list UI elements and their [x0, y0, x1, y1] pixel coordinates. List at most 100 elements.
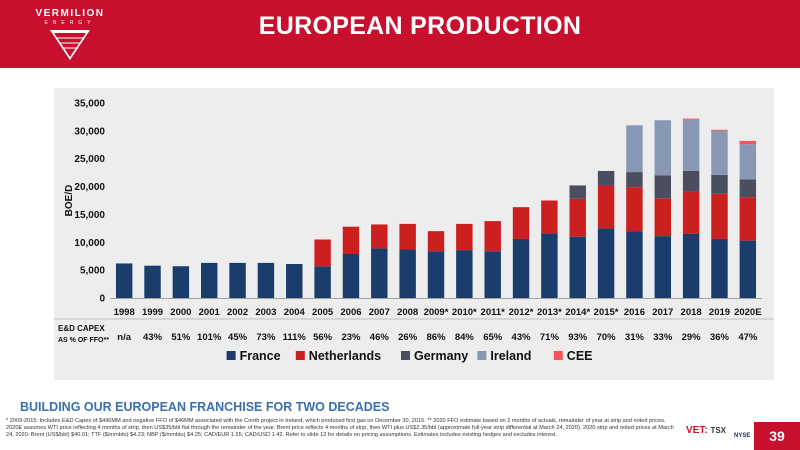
x-tick-label: 2004	[284, 307, 306, 318]
bar-segment	[456, 223, 473, 251]
x-tick-label: 2005	[312, 307, 334, 318]
capex-value: 29%	[682, 332, 702, 343]
x-tick-label: 2008	[397, 307, 418, 318]
capex-value: 36%	[710, 332, 730, 343]
bar-segment	[597, 185, 615, 229]
capex-value: 23%	[341, 332, 361, 343]
bar-segment	[711, 130, 728, 175]
capex-value: 101%	[197, 332, 222, 343]
bar-segment	[654, 236, 672, 298]
page-title: EUROPEAN PRODUCTION	[258, 12, 582, 40]
x-tick-label: 2007	[369, 307, 390, 318]
bar-segment	[739, 144, 757, 180]
legend-label: France	[240, 349, 281, 363]
bar-segment	[626, 187, 643, 232]
y-tick-label: 30,000	[74, 126, 105, 137]
logo-chevron-icon	[50, 30, 90, 60]
legend-swatch	[553, 351, 563, 360]
bar-segment	[399, 223, 416, 250]
capex-value: 47%	[738, 332, 758, 343]
header-bar: VERMILION ENERGY EUROPEAN PRODUCTION	[0, 0, 800, 68]
x-tick-label: 2015*	[594, 307, 619, 318]
capex-value: 70%	[597, 332, 617, 343]
bar-segment	[711, 174, 728, 194]
x-tick-label: 2006	[340, 307, 361, 318]
capex-value: 26%	[398, 332, 418, 343]
stacked-bar-chart: 0 5,000 10,000 15,000 20,000 25,000 30,000 35,0…	[54, 99, 774, 363]
bar-segment	[512, 207, 530, 239]
bar-segment	[144, 265, 161, 298]
bar-segment	[456, 250, 473, 298]
y-tick-label: 35,000	[74, 99, 105, 110]
x-tick-label: 2009*	[424, 307, 449, 318]
capex-label-line2: AS % OF FFO**	[58, 337, 109, 344]
x-tick-label: 2003	[255, 307, 276, 318]
bar-segment	[654, 198, 672, 237]
bar-segment	[654, 175, 672, 199]
bar-segment	[597, 170, 615, 186]
logo-company-name: VERMILION	[35, 8, 105, 19]
bar-segment	[342, 253, 360, 298]
x-tick-label: 2018	[681, 307, 702, 318]
x-tick-label: 2014*	[565, 307, 590, 318]
bar-segment	[314, 266, 331, 298]
bar-segment	[484, 251, 501, 298]
bar-segment	[739, 179, 757, 198]
bar-segment	[427, 231, 445, 252]
bar-segment	[484, 221, 501, 252]
bar-segment	[711, 129, 728, 131]
bar-segment	[569, 198, 586, 237]
ticker-logo: VET: TSX	[686, 425, 726, 436]
bar-segment	[569, 236, 586, 298]
footer-title: BUILDING OUR EUROPEAN FRANCHISE FOR TWO …	[20, 400, 390, 414]
bar-segment	[200, 262, 218, 298]
bar-segment	[115, 263, 133, 298]
capex-value: 84%	[455, 332, 475, 343]
capex-value: 46%	[370, 332, 390, 343]
bar-segment	[739, 240, 757, 298]
capex-value: 43%	[512, 332, 532, 343]
y-tick-label: 15,000	[74, 210, 105, 221]
bar-segment	[739, 140, 757, 145]
x-tick-label: 2002	[227, 307, 248, 318]
legend-label: Netherlands	[309, 349, 381, 363]
x-tick-label: 1999	[142, 307, 163, 318]
capex-value: 31%	[625, 332, 645, 343]
legend-label: Ireland	[490, 349, 531, 363]
nyse-label: NYSE	[734, 433, 751, 439]
tsx-label: TSX	[710, 426, 727, 435]
bar-segment	[569, 185, 586, 199]
x-tick-label: 2017	[652, 307, 673, 318]
capex-value: n/a	[117, 332, 131, 343]
chart-panel: 0 5,000 10,000 15,000 20,000 25,000 30,000 35,0…	[54, 88, 774, 380]
y-tick-label: 5,000	[80, 266, 105, 277]
bar-segment	[626, 125, 643, 173]
x-tick-label: 2013*	[537, 307, 562, 318]
legend-swatch	[401, 351, 410, 360]
bar-segment	[399, 249, 416, 298]
capex-value: 73%	[256, 332, 276, 343]
footnote-text: * 2009-2015: Includes E&D Capex of $496M…	[6, 418, 674, 438]
capex-label-line1: E&D CAPEX	[58, 324, 105, 333]
vermilion-logo[interactable]: VERMILION ENERGY	[28, 8, 112, 64]
x-tick-label: 2010*	[452, 307, 477, 318]
bar-segment	[172, 266, 190, 298]
bar-segment	[342, 226, 360, 254]
bar-segment	[654, 120, 672, 176]
bar-segment	[541, 200, 558, 234]
bar-segment	[427, 251, 445, 298]
capex-value: 56%	[313, 332, 333, 343]
capex-value: 86%	[426, 332, 446, 343]
capex-value: 45%	[228, 332, 248, 343]
x-tick-label: 2019	[709, 307, 730, 318]
vet-label: VET:	[686, 425, 708, 436]
y-tick-label: 0	[99, 294, 105, 305]
bar-segment	[682, 233, 700, 298]
x-tick-label: 2000	[170, 307, 191, 318]
capex-value: 65%	[483, 332, 503, 343]
bar-segment	[314, 239, 331, 267]
y-tick-label: 10,000	[74, 238, 105, 249]
capex-value: 51%	[171, 332, 191, 343]
bar-segment	[626, 172, 643, 188]
capex-value: 71%	[540, 332, 560, 343]
